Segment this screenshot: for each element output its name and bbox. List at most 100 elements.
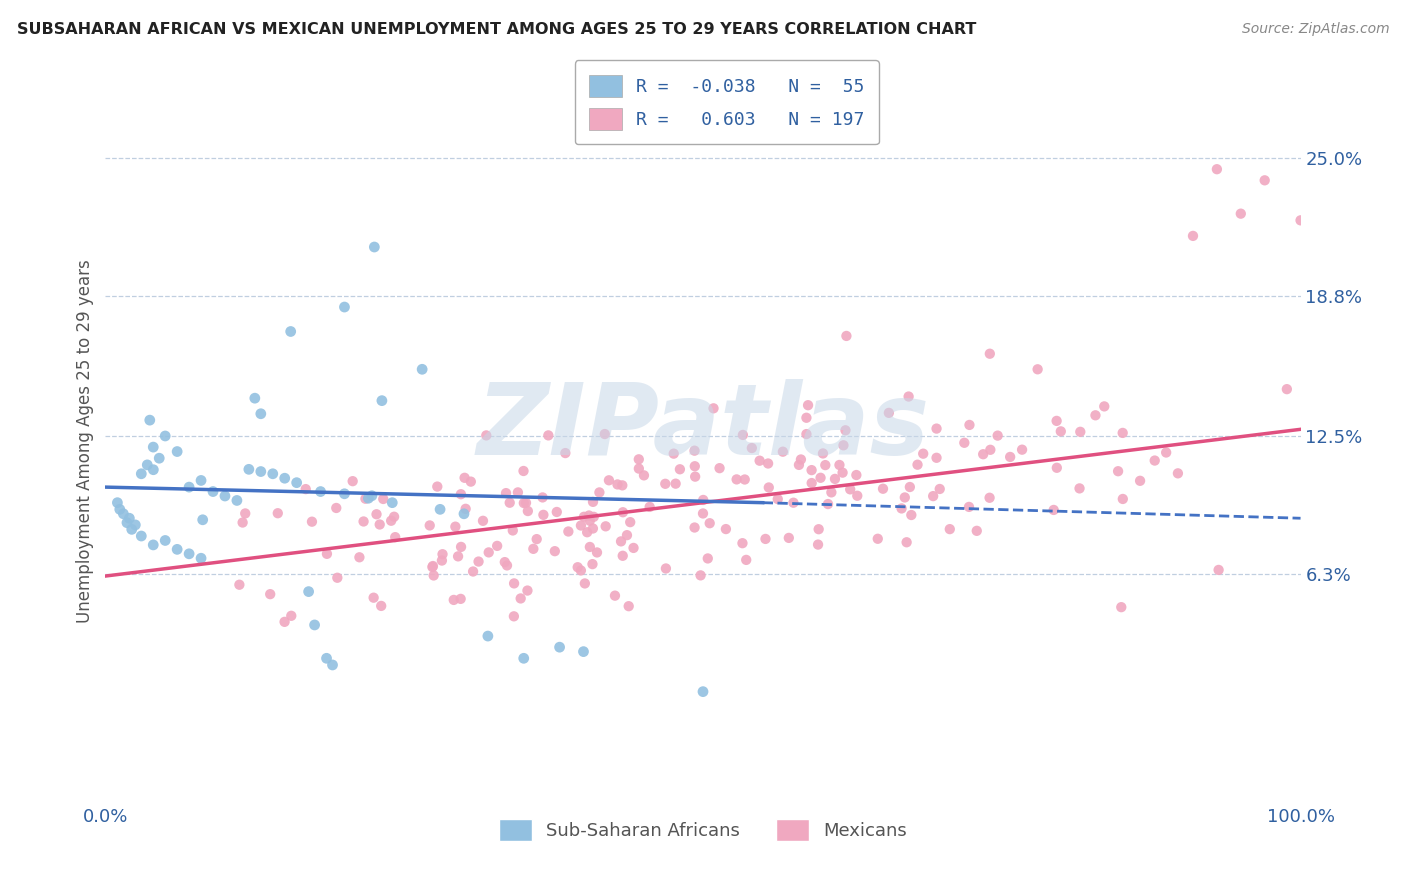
Point [872, 482, 894, 496]
Point [494, 555, 516, 569]
Point [112, 507, 135, 521]
Point [129, 529, 153, 543]
Point [987, 428, 1010, 442]
Point [741, 441, 763, 455]
Point [834, 423, 856, 437]
Point [606, 477, 628, 491]
Point [190, 474, 212, 488]
Point [748, 453, 770, 467]
Point [782, 496, 804, 510]
Point [662, 447, 685, 461]
Point [846, 489, 869, 503]
Point [1107, 464, 1129, 478]
Point [496, 558, 519, 573]
Point [603, 589, 626, 603]
Point [758, 480, 780, 494]
Point [373, 491, 395, 506]
Point [866, 532, 889, 546]
Point [894, 491, 917, 505]
Point [683, 469, 706, 483]
Point [259, 587, 281, 601]
Point [655, 561, 678, 575]
Point [772, 444, 794, 458]
Point [142, 538, 165, 552]
Point [280, 325, 302, 339]
Point [820, 485, 842, 500]
Point [731, 536, 754, 550]
Point [572, 509, 595, 524]
Point [430, 553, 453, 567]
Point [475, 428, 498, 442]
Point [1254, 173, 1277, 187]
Point [588, 485, 610, 500]
Point [108, 502, 131, 516]
Point [598, 473, 620, 487]
Point [325, 500, 347, 515]
Point [683, 459, 706, 474]
Point [582, 509, 605, 524]
Point [979, 442, 1001, 457]
Point [1046, 460, 1069, 475]
Point [897, 390, 920, 404]
Point [725, 472, 748, 486]
Point [925, 450, 948, 465]
Point [735, 553, 758, 567]
Point [432, 547, 454, 561]
Point [202, 484, 225, 499]
Point [638, 500, 661, 514]
Point [472, 514, 495, 528]
Point [554, 446, 576, 460]
Point [939, 522, 962, 536]
Point [148, 451, 170, 466]
Point [979, 491, 1001, 505]
Point [1275, 382, 1298, 396]
Point [1026, 362, 1049, 376]
Point [426, 479, 449, 493]
Point [262, 467, 284, 481]
Point [381, 496, 404, 510]
Point [166, 542, 188, 557]
Point [925, 421, 948, 435]
Point [800, 476, 823, 491]
Point [1011, 442, 1033, 457]
Point [654, 476, 676, 491]
Point [309, 484, 332, 499]
Point [811, 446, 834, 460]
Point [627, 461, 650, 475]
Point [912, 447, 935, 461]
Legend: Sub-Saharan Africans, Mexicans: Sub-Saharan Africans, Mexicans [492, 812, 914, 848]
Point [333, 300, 356, 314]
Point [384, 530, 406, 544]
Point [419, 518, 441, 533]
Point [593, 427, 616, 442]
Point [411, 362, 433, 376]
Point [326, 571, 349, 585]
Point [477, 629, 499, 643]
Point [522, 541, 544, 556]
Point [139, 413, 162, 427]
Point [548, 640, 571, 655]
Point [1208, 563, 1230, 577]
Point [349, 550, 371, 565]
Point [578, 508, 600, 523]
Point [453, 471, 475, 485]
Point [357, 491, 380, 506]
Point [579, 540, 602, 554]
Point [450, 540, 472, 554]
Point [531, 508, 554, 522]
Point [232, 516, 254, 530]
Point [516, 583, 538, 598]
Point [1111, 600, 1133, 615]
Point [845, 468, 868, 483]
Point [979, 347, 1001, 361]
Point [233, 507, 256, 521]
Point [214, 489, 236, 503]
Point [228, 578, 250, 592]
Point [360, 489, 382, 503]
Point [1069, 482, 1091, 496]
Point [814, 458, 837, 472]
Point [586, 545, 609, 559]
Point [574, 576, 596, 591]
Point [315, 651, 337, 665]
Point [499, 496, 522, 510]
